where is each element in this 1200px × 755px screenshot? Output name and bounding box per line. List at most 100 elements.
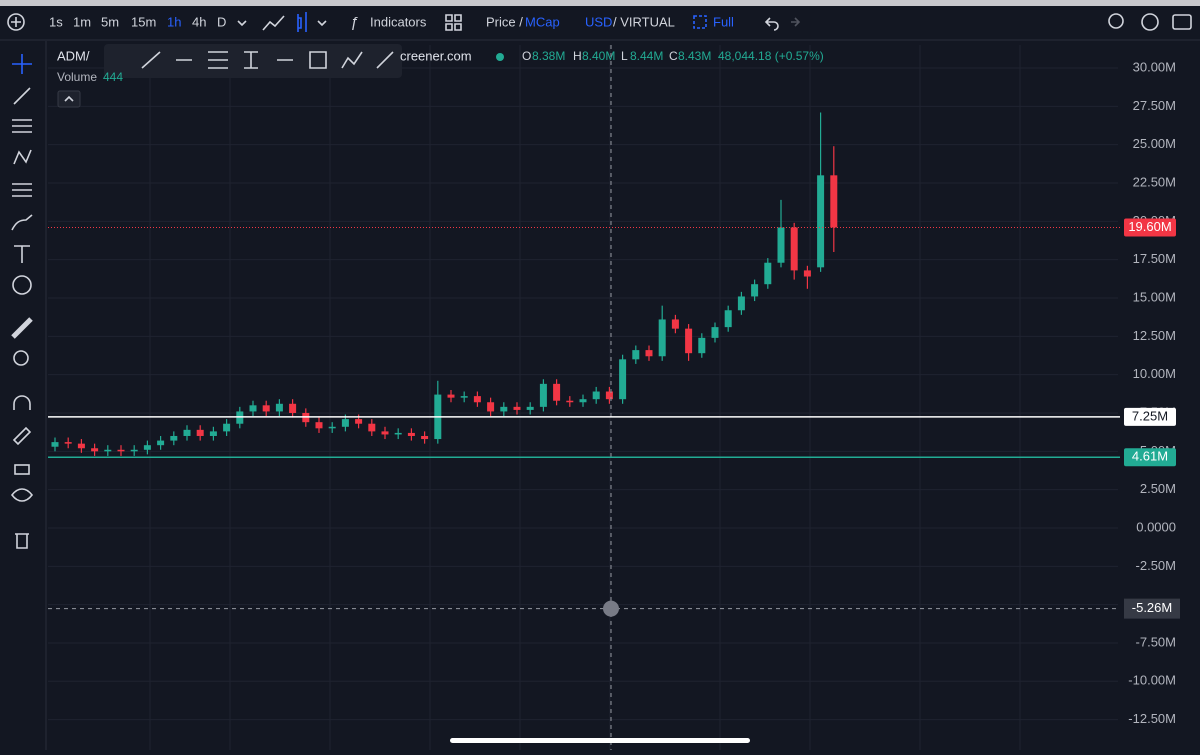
symbol: ADM/ — [57, 48, 90, 63]
ohlc-value: 8.43M — [678, 49, 711, 63]
candle-body — [698, 337, 706, 354]
candle-body — [104, 449, 112, 452]
candle-body — [381, 431, 389, 435]
candle-body — [737, 296, 745, 311]
y-tick-label: 2.50M — [1140, 481, 1176, 496]
crosshair-label-bg — [1124, 598, 1180, 619]
candle-body — [262, 405, 270, 412]
ruler-tool[interactable] — [11, 317, 33, 339]
source: creener.com — [400, 48, 472, 63]
volume-label: Volume — [57, 70, 97, 84]
dropdown[interactable] — [317, 20, 327, 27]
candle-body — [394, 432, 402, 435]
price-label: 4.61M — [1132, 449, 1168, 464]
candle-body — [275, 403, 283, 412]
add-icon[interactable] — [7, 13, 25, 31]
quote-toggle[interactable]: / VIRTUAL — [613, 14, 675, 29]
interval[interactable]: D — [217, 14, 226, 29]
candle-body — [328, 426, 336, 429]
layouts-icon[interactable] — [445, 14, 462, 31]
y-tick-label: 0.0000 — [1136, 519, 1176, 534]
mcap-toggle[interactable]: MCap — [525, 14, 560, 29]
pattern-tool[interactable] — [13, 149, 32, 165]
candle-body — [724, 310, 732, 328]
candle-body — [685, 328, 693, 354]
candle-body — [460, 396, 468, 398]
interval[interactable]: 5m — [101, 14, 119, 29]
ohlc-label: C — [669, 49, 678, 63]
camera-icon[interactable] — [1172, 14, 1192, 30]
full-toggle[interactable]: Full — [713, 14, 734, 29]
candle-body — [315, 422, 323, 429]
draw-mode-tool[interactable] — [12, 426, 32, 446]
crosshair-handle — [603, 600, 619, 617]
search-icon[interactable] — [1108, 13, 1124, 29]
y-tick-label: -2.50M — [1136, 558, 1176, 573]
y-tick-label: -12.50M — [1128, 711, 1176, 726]
line-type-icon[interactable] — [262, 15, 285, 31]
ohlc-label: O — [522, 49, 531, 63]
candle-type-icon[interactable] — [297, 12, 307, 32]
dropdown[interactable] — [237, 20, 247, 27]
interval[interactable]: 1s — [49, 14, 63, 29]
candle-body — [711, 327, 719, 338]
ohlc-label: L — [621, 49, 628, 63]
candle-body — [355, 419, 363, 424]
y-tick-label: 30.00M — [1133, 59, 1176, 74]
home-indicator — [450, 738, 750, 743]
candle-body — [526, 406, 534, 410]
candle-body — [341, 419, 349, 427]
emoji-tool[interactable] — [12, 275, 32, 295]
candle-body — [539, 383, 547, 407]
forecast-tool[interactable] — [12, 183, 32, 197]
price-toggle[interactable]: Price / — [486, 14, 523, 29]
fx-icon[interactable]: ƒ — [350, 14, 358, 31]
lock-tool[interactable] — [14, 464, 30, 475]
change: 48,044.18 (+0.57%) — [718, 49, 824, 63]
ohlc-label: H — [573, 49, 582, 63]
y-tick-label: 22.50M — [1133, 174, 1176, 189]
delete-tool[interactable] — [15, 533, 29, 549]
crosshair-label: -5.26M — [1132, 600, 1172, 615]
candle-body — [447, 394, 455, 398]
interval-active[interactable]: 1h — [167, 14, 181, 29]
candle-body — [632, 350, 640, 360]
candle-body — [249, 405, 257, 412]
ohlc-value: 8.40M — [582, 49, 615, 63]
hide-tool[interactable] — [10, 488, 34, 502]
undo[interactable] — [764, 17, 779, 31]
add-icon-cross — [11, 17, 21, 27]
interval[interactable]: 1m — [73, 14, 91, 29]
collapse-button[interactable] — [57, 90, 81, 108]
y-tick-label: 10.00M — [1133, 366, 1176, 381]
collapse-icon — [64, 95, 74, 102]
crosshair-tool[interactable] — [12, 54, 32, 74]
zoom-tool[interactable] — [13, 350, 29, 366]
brush-tool[interactable] — [11, 214, 33, 231]
fib-tool[interactable] — [12, 119, 32, 133]
redo[interactable] — [791, 17, 801, 27]
candle-body — [830, 175, 838, 228]
interval[interactable]: 15m — [131, 14, 156, 29]
price-label-bg — [1124, 407, 1176, 426]
candle-body — [803, 270, 811, 277]
candle-body — [51, 442, 59, 447]
top-toolbar — [0, 6, 1200, 40]
full-icon[interactable] — [693, 15, 707, 29]
trendline-tool[interactable] — [13, 87, 31, 105]
candle-body — [209, 431, 217, 436]
interval[interactable]: 4h — [192, 14, 206, 29]
candle-body — [170, 435, 178, 441]
indicators[interactable]: Indicators — [370, 14, 427, 29]
text-tool[interactable] — [14, 245, 30, 263]
candle-body — [77, 443, 85, 449]
candle-body — [790, 227, 798, 271]
drawing-tools[interactable] — [141, 51, 394, 69]
candle-body — [605, 391, 613, 400]
candle-body — [407, 432, 415, 436]
magnet-tool[interactable] — [13, 395, 31, 410]
usd-toggle[interactable]: USD — [585, 14, 612, 29]
settings-icon[interactable] — [1141, 13, 1159, 31]
